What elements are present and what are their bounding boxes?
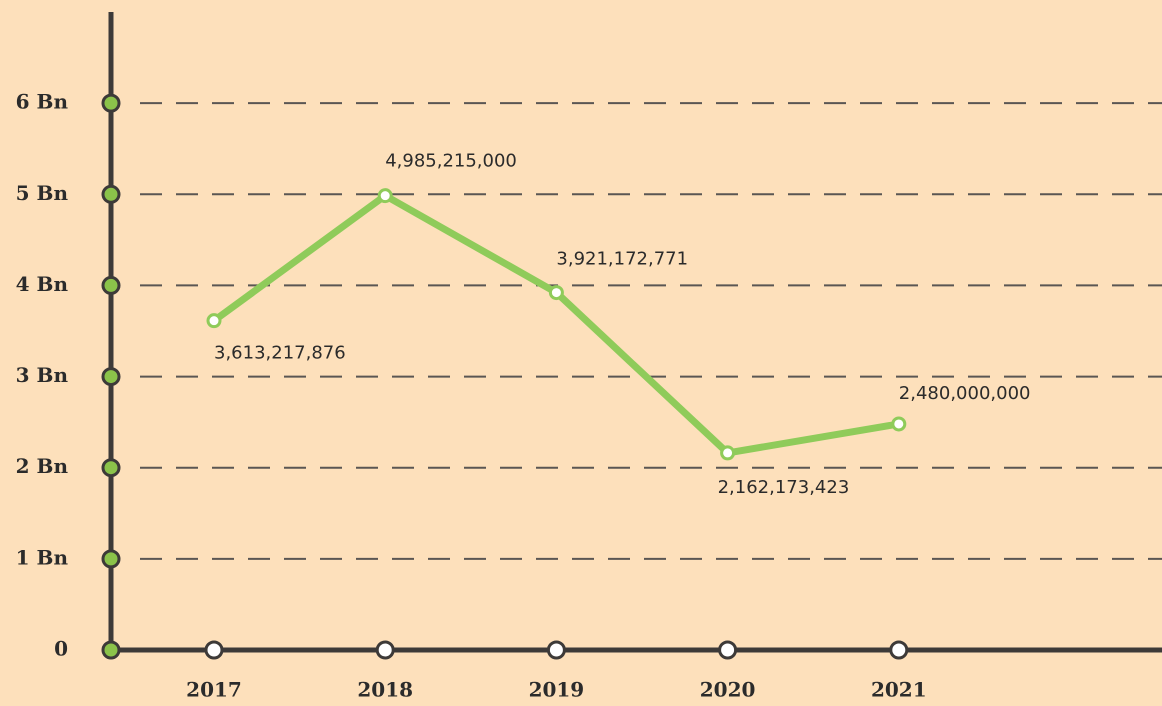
point (720, 445, 736, 461)
x-tick-mark (889, 640, 909, 660)
y-tick-mark (101, 458, 121, 478)
y-tick-label: 4 Bn (16, 272, 69, 296)
point (206, 313, 222, 329)
point (548, 285, 564, 301)
x-tick-mark (375, 640, 395, 660)
x-tick-mark (546, 640, 566, 660)
x-tick-mark (204, 640, 224, 660)
y-tick-mark (101, 93, 121, 113)
y-tick-mark (101, 184, 121, 204)
data-label: 3,613,217,876 (214, 343, 346, 364)
x-tick-label: 2020 (700, 678, 756, 702)
point (377, 188, 393, 204)
y-tick-label: 0 (54, 637, 68, 661)
y-tick-label: 6 Bn (16, 90, 69, 114)
data-label: 3,921,172,771 (556, 249, 688, 270)
data-label: 2,480,000,000 (899, 383, 1031, 404)
data-label: 4,985,215,000 (385, 151, 517, 172)
x-tick-label: 2019 (529, 678, 585, 702)
y-tick-label: 3 Bn (16, 363, 69, 387)
x-tick-label: 2018 (357, 678, 413, 702)
x-tick-label: 2021 (871, 678, 927, 702)
data-label: 2,162,173,423 (718, 477, 850, 498)
y-tick-label: 2 Bn (16, 454, 69, 478)
y-tick-mark (101, 640, 121, 660)
x-tick-mark (718, 640, 738, 660)
y-tick-mark (101, 367, 121, 387)
y-tick-label: 5 Bn (16, 181, 69, 205)
y-tick-mark (101, 549, 121, 569)
y-tick-mark (101, 275, 121, 295)
point (891, 416, 907, 432)
y-tick-label: 1 Bn (16, 545, 69, 569)
x-tick-label: 2017 (186, 678, 242, 702)
line (211, 192, 900, 457)
